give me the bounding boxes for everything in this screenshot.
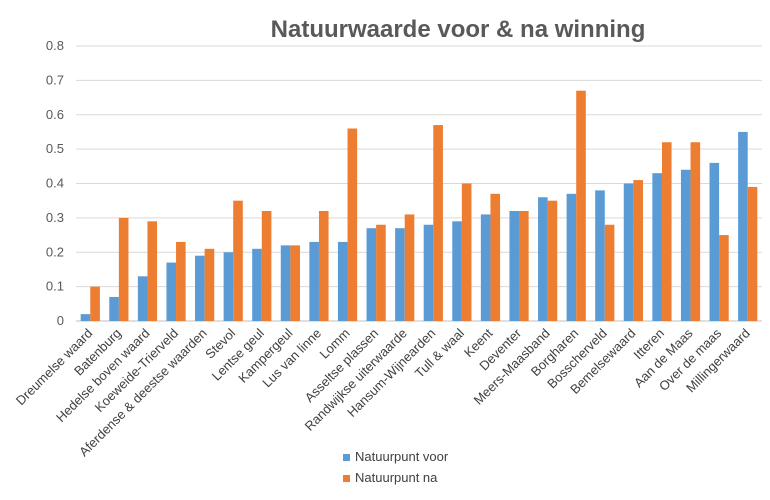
y-tick-label: 0.4 [46,176,64,191]
bar-na [90,286,100,321]
bar-voor [395,228,405,321]
y-tick-label: 0.7 [46,72,64,87]
bar-voor [566,193,577,321]
bar-na [118,217,129,321]
y-tick-label: 0.5 [46,141,64,156]
bar-na [576,90,586,321]
bar-voor [652,173,662,321]
bar-voor [738,131,748,321]
y-axis-ticks: 0 0.1 0.2 0.3 0.4 0.5 0.6 0.7 0.8 [46,38,64,328]
bar-na [261,211,272,321]
bar-voor [309,241,319,321]
bar-na [747,186,758,321]
y-tick-label: 0.3 [46,210,64,225]
bar-na [404,214,415,321]
bar-voor [337,241,348,321]
y-tick-label: 0.1 [46,279,64,294]
bar-voor [538,197,548,321]
bar-voor [252,248,262,321]
bar-na [290,245,300,321]
bar-na [719,235,729,321]
y-tick-label: 0.6 [46,107,64,122]
bar-na [461,183,472,321]
bar-voor [680,169,691,321]
bar-voor [709,162,720,321]
bar-voor [623,183,634,321]
bar-voor [137,276,148,321]
bar-na [347,128,358,321]
bar-na [604,224,615,321]
bar-na [633,180,643,321]
bar-na [233,200,243,321]
y-tick-label: 0 [57,313,64,328]
y-tick-label: 0.2 [46,244,64,259]
bar-na [147,221,158,321]
bar-na [690,142,701,321]
bar-voor [166,262,177,321]
bar-voor [423,224,434,321]
bar-voor [480,214,491,321]
bar-na [318,211,329,321]
bar-voor [195,255,205,321]
bar-na [376,224,386,321]
bar-na [204,248,215,321]
legend-swatch [343,475,350,482]
bar-voor [223,252,234,321]
legend-label: Natuurpunt na [355,470,438,485]
bar-na [433,125,443,321]
bar-na [661,142,672,321]
bar-voor [366,228,377,321]
chart-title: Natuurwaarde voor & na winning [271,16,646,43]
bar-na [547,200,558,321]
legend: Natuurpunt voor Natuurpunt na [343,449,449,485]
bar-voor [509,211,520,321]
gridlines [76,45,762,322]
legend-swatch [343,454,350,461]
bar-voor [595,190,605,321]
bar-voor [109,296,119,321]
bar-na [519,211,529,321]
bar-voor [80,314,91,321]
legend-label: Natuurpunt voor [355,449,449,464]
bar-voor [280,245,291,321]
bars [80,90,758,321]
bar-voor [452,221,462,321]
bar-na [490,193,501,321]
y-tick-label: 0.8 [46,38,64,53]
bar-na [176,241,186,321]
